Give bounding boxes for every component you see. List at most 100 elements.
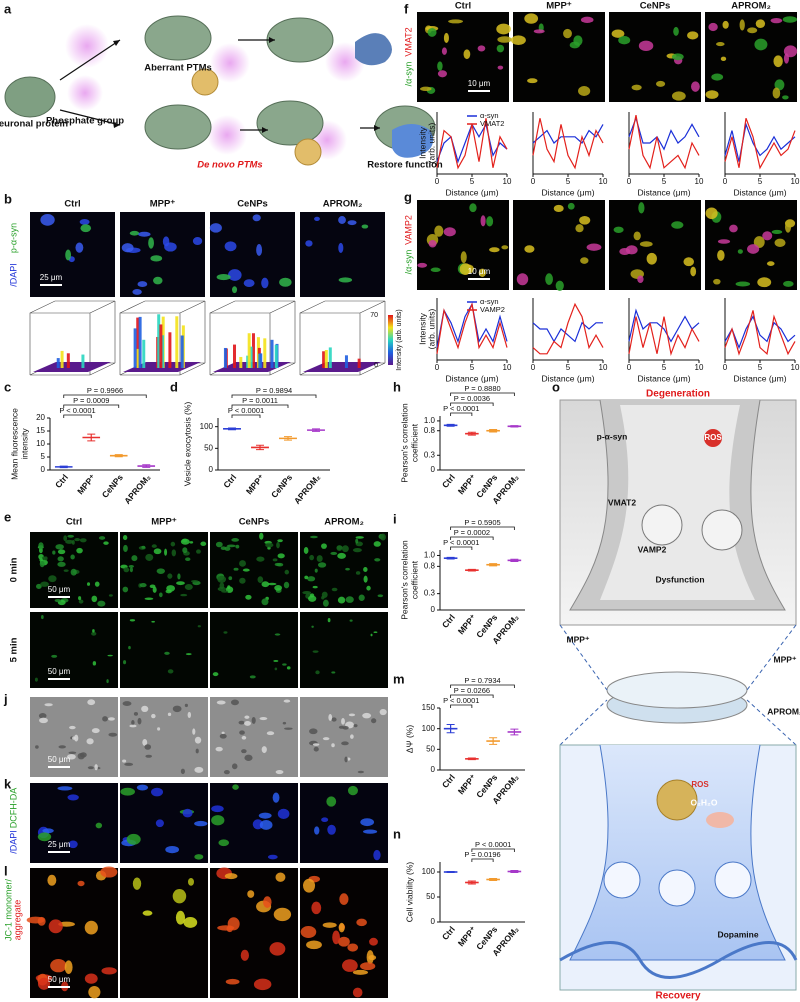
colorbar-tick: 0 (374, 362, 378, 369)
p-value: P = 0.9966 (87, 386, 123, 395)
cell (223, 770, 230, 775)
scale-label: 50 μm (48, 755, 71, 764)
cell (43, 556, 48, 561)
surface-peak (357, 358, 361, 368)
cell (282, 721, 287, 725)
cell (155, 819, 164, 828)
profile-line (628, 114, 700, 170)
surface-peak (175, 316, 179, 368)
y-axis-label: (arb. units) (426, 123, 436, 164)
y-tick-label: 50 (426, 744, 435, 753)
cell (107, 654, 113, 657)
cell (437, 70, 447, 78)
cell (274, 667, 278, 671)
cell (747, 27, 758, 34)
cell (88, 985, 101, 999)
cell (102, 716, 108, 722)
surface-peak (239, 356, 243, 368)
cell (171, 549, 177, 557)
diagram-label: Dysfunction (655, 574, 704, 584)
cell (314, 826, 320, 835)
column-header: CeNPs (237, 199, 268, 210)
y-axis-label: Mean fluorescence (9, 408, 19, 480)
cell (347, 943, 359, 952)
surface-peak (251, 333, 255, 368)
panel-label: k (4, 776, 12, 791)
cell (157, 727, 161, 731)
cell (373, 631, 378, 634)
cell (358, 594, 365, 601)
cell (352, 969, 369, 975)
cell (441, 47, 447, 55)
cell (722, 20, 729, 29)
cell (256, 244, 263, 256)
cell (37, 916, 46, 926)
x-tick-label: Ctrl (440, 924, 457, 942)
significance-bracket (231, 404, 289, 408)
cell (124, 762, 134, 766)
surface-box (29, 300, 116, 376)
label: Aberrant PTMs (144, 63, 212, 74)
cell (240, 949, 249, 961)
y-tick-label: 100 (422, 724, 436, 733)
error-cap (467, 757, 476, 761)
surface-peak (223, 347, 227, 368)
panel-label: l (4, 863, 8, 878)
cell (103, 541, 109, 545)
cell (533, 29, 545, 34)
profile-line (532, 321, 603, 343)
column-header: MPP⁺ (150, 199, 176, 210)
column-header: Ctrl (64, 199, 80, 210)
surface-peak (263, 338, 267, 368)
cell (41, 615, 44, 620)
error-cap (59, 465, 68, 469)
cell (167, 712, 172, 717)
x-tick-label: Ctrl (440, 472, 457, 490)
cell (218, 839, 230, 847)
cell (501, 245, 509, 250)
column-header: APROM₂ (324, 517, 364, 528)
cell (275, 769, 284, 775)
profile-line (532, 124, 604, 144)
cell (377, 594, 384, 598)
cell (224, 546, 231, 551)
p-value: P = 0.9894 (256, 386, 292, 395)
cell (625, 245, 638, 255)
cell (94, 581, 100, 587)
cell (68, 840, 78, 849)
cell (137, 281, 148, 288)
cell (261, 598, 269, 606)
cell (274, 585, 283, 591)
surface-peak (233, 344, 237, 368)
significance-bracket (450, 704, 473, 708)
cell (303, 546, 309, 554)
stain-label: /DAPI (8, 263, 18, 287)
cell (52, 550, 56, 555)
cell (639, 241, 653, 247)
x-axis-label: Distance (μm) (733, 187, 786, 197)
x-axis-label: Distance (μm) (733, 373, 786, 383)
cell (215, 541, 223, 548)
cell (273, 907, 292, 922)
surface-peak (322, 351, 326, 368)
p-value: P = 0.0002 (454, 528, 490, 537)
panel-label: i (393, 511, 397, 526)
cell (363, 575, 368, 583)
panel-o-art (559, 399, 798, 991)
cell (258, 812, 272, 819)
cell (243, 279, 255, 288)
micrograph (300, 532, 388, 608)
cell (129, 619, 136, 622)
profile-line (724, 117, 796, 170)
surface-peak (136, 317, 140, 368)
cell (227, 585, 231, 590)
label: Restore function (367, 160, 443, 171)
cell (184, 584, 193, 591)
cell (347, 785, 358, 796)
cell (339, 893, 349, 905)
y-axis-label: Intensity (417, 312, 427, 344)
column-header: Ctrl (455, 1, 471, 12)
p-value: P = 0.0266 (454, 686, 490, 695)
profile-line (532, 302, 604, 355)
cell (226, 925, 233, 933)
